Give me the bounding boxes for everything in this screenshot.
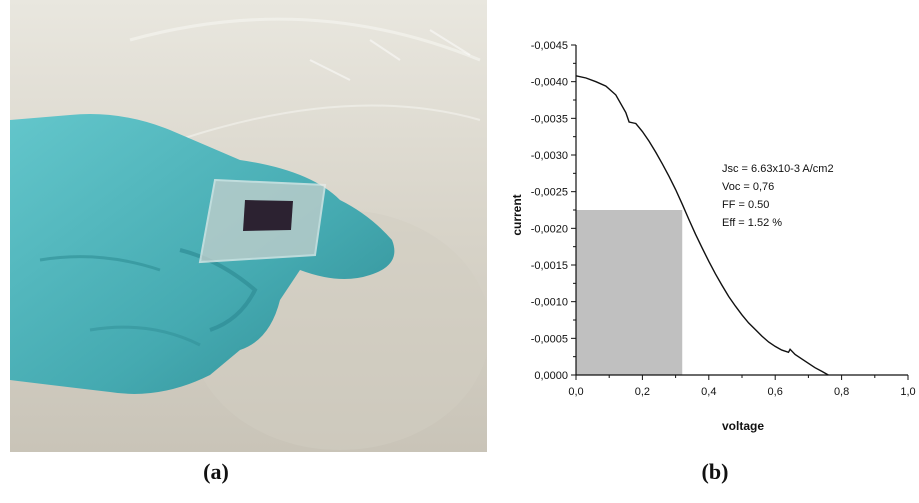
y-tick-label: -0,0045 xyxy=(531,40,568,52)
dish-rim-highlight xyxy=(149,104,481,151)
y-tick-label: -0,0030 xyxy=(531,150,568,162)
iv-chart: 0,0000 -0,0005 -0,0010 -0,0015 -0,0020 -0,002… xyxy=(500,0,919,452)
dish-rim-highlight xyxy=(129,17,481,62)
y-tick-label: 0,0000 xyxy=(534,370,568,382)
y-tick-label: -0,0020 xyxy=(531,223,568,235)
panel-a-caption: (a) xyxy=(203,459,229,484)
x-tick-label: 0,6 xyxy=(768,386,783,398)
x-tick-label: 0,0 xyxy=(568,386,583,398)
y-axis-label: current xyxy=(510,194,524,235)
x-tick-label: 0,4 xyxy=(701,386,716,398)
annotation-ff: FF = 0.50 xyxy=(722,199,769,211)
annotation-eff: Eff = 1.52 % xyxy=(722,217,782,229)
glare-lines xyxy=(309,29,471,81)
y-tick-label: -0,0040 xyxy=(531,77,568,89)
annotation-jsc: Jsc = 6.63x10-3 A/cm2 xyxy=(722,163,834,175)
photo-illustration xyxy=(10,0,487,452)
glove-fold xyxy=(39,255,161,272)
y-tick-label: -0,0025 xyxy=(531,187,568,199)
x-axis-label: voltage xyxy=(722,419,764,433)
panel-b-caption: (b) xyxy=(701,459,729,484)
solar-cell-active-area xyxy=(243,200,293,231)
iv-chart-svg: 0,0000 -0,0005 -0,0010 -0,0015 -0,0020 -0,002… xyxy=(510,40,916,433)
annotation-voc: Voc = 0,76 xyxy=(722,181,774,193)
y-tick-label: -0,0015 xyxy=(531,260,568,272)
x-tick-label: 0,8 xyxy=(834,386,849,398)
glove-fold xyxy=(89,325,201,347)
solar-cell-photo xyxy=(10,0,487,452)
iv-curve-line xyxy=(575,75,829,376)
y-tick-label: -0,0010 xyxy=(531,297,568,309)
y-tick-label: -0,0005 xyxy=(531,333,568,345)
max-power-rectangle xyxy=(576,210,683,375)
x-tick-label: 0,2 xyxy=(635,386,650,398)
annotation-box: Jsc = 6.63x10-3 A/cm2 Voc = 0,76 FF = 0.… xyxy=(722,163,834,229)
x-tick-label: 1,0 xyxy=(900,386,915,398)
y-tick-label: -0,0035 xyxy=(531,113,568,125)
